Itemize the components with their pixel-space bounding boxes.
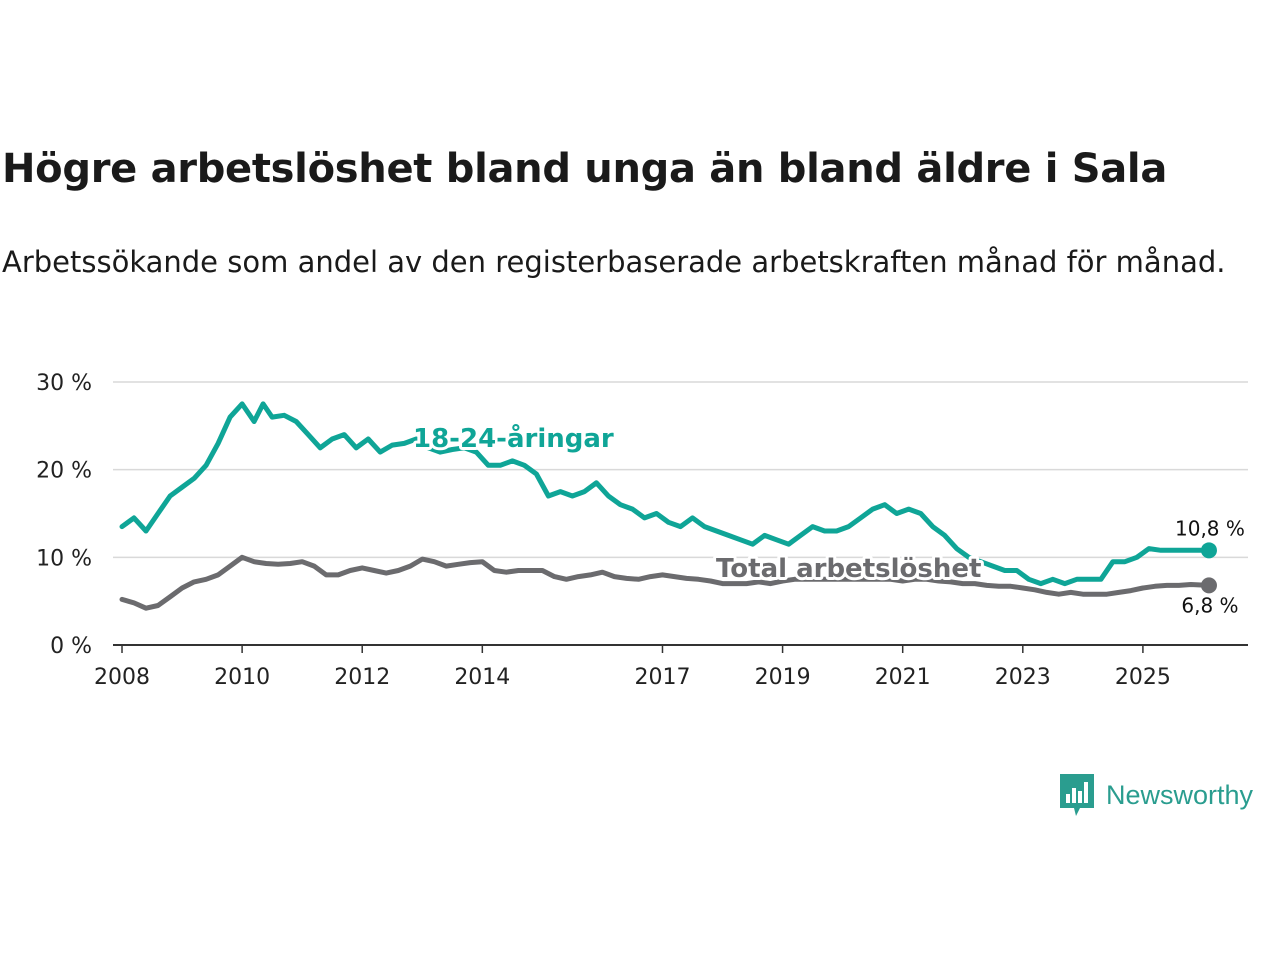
x-tick-label: 2019 (755, 665, 811, 690)
series-label-total: Total arbetslöshet (716, 554, 981, 584)
series-line-total (119, 554, 1212, 611)
end-point-total (1200, 577, 1217, 594)
series-layer (119, 401, 1217, 611)
newsworthy-logo-icon (1060, 774, 1094, 816)
end-point-youth (1200, 542, 1217, 559)
end-label-youth: 10,8 % (1175, 516, 1245, 540)
end-label-total: 6,8 % (1181, 593, 1238, 617)
y-tick-label: 20 % (36, 459, 92, 484)
y-tick-label: 0 % (50, 634, 92, 659)
x-tick-label: 2021 (875, 665, 931, 690)
series-line-youth (119, 401, 1212, 587)
x-tick-label: 2008 (94, 665, 150, 690)
x-tick-label: 2014 (454, 665, 510, 690)
chart-title: Högre arbetslöshet bland unga än bland ä… (2, 146, 1168, 192)
chart-subtitle: Arbetssökande som andel av den registerb… (2, 245, 1226, 279)
newsworthy-wordmark: Newsworthy (1106, 779, 1254, 810)
x-tick-label: 2025 (1115, 665, 1171, 690)
x-axis-ticks: 2008 2010 2012 2014 2017 2019 2021 2023 2025 (94, 645, 1171, 690)
x-tick-label: 2023 (995, 665, 1051, 690)
y-tick-label: 30 % (36, 371, 92, 396)
y-tick-label: 10 % (36, 546, 92, 571)
y-axis-ticks: 0 % 10 % 20 % 30 % (36, 371, 92, 659)
series-label-youth: 18-24-åringar (413, 422, 614, 454)
x-tick-label: 2010 (214, 665, 270, 690)
grid-lines (113, 381, 1248, 559)
newsworthy-logo[interactable]: Newsworthy (1058, 772, 1253, 818)
x-tick-label: 2012 (334, 665, 390, 690)
series-labels: 6,8 % 10,8 % 18-24-åringar Total arbetslösh… (410, 419, 1247, 619)
x-tick-label: 2017 (634, 665, 690, 690)
